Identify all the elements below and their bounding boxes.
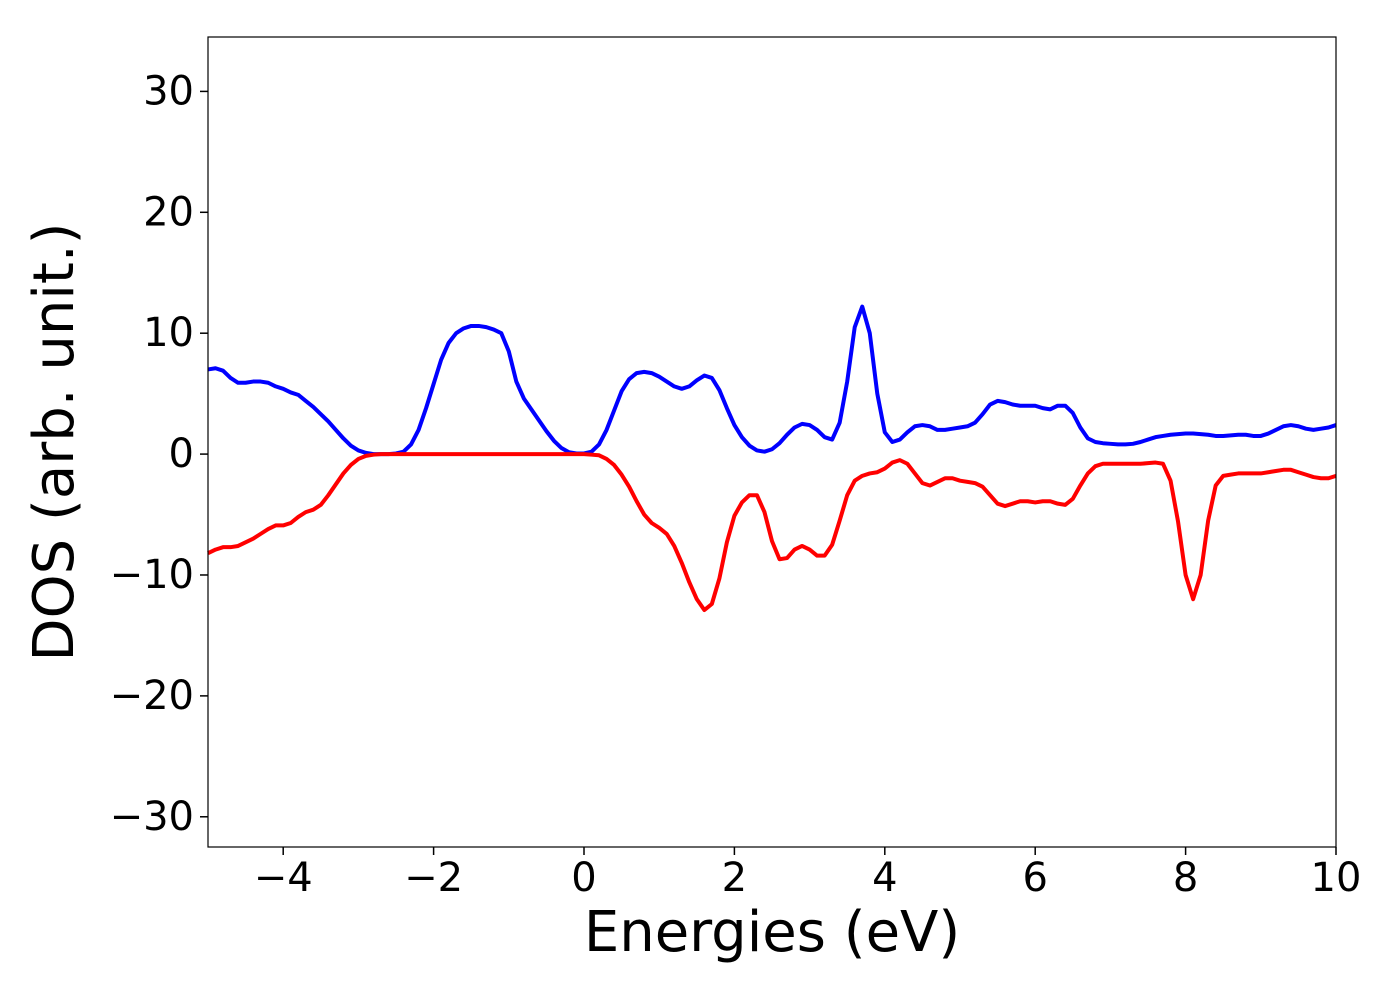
x-tick-label: 2 [722, 855, 747, 901]
plot-frame [207, 36, 1337, 848]
y-tick-label: 20 [143, 189, 194, 235]
y-tick-label: −10 [110, 552, 194, 598]
series-line [207, 304, 1337, 457]
series-line [207, 452, 1337, 613]
y-tick-label: 10 [143, 310, 194, 356]
x-tick-label: −2 [404, 855, 463, 901]
x-tick-label: 10 [1311, 855, 1362, 901]
y-tick-label: −30 [110, 794, 194, 840]
x-tick-label: 0 [571, 855, 596, 901]
y-axis-label: DOS (arb. unit.) [22, 222, 87, 661]
x-tick-label: 4 [872, 855, 897, 901]
y-tick-label: −20 [110, 673, 194, 719]
x-tick-label: −4 [254, 855, 313, 901]
y-tick-label: 0 [169, 431, 194, 477]
y-tick-label: 30 [143, 68, 194, 114]
x-tick-label: 6 [1022, 855, 1047, 901]
x-axis-label: Energies (eV) [584, 900, 960, 965]
x-tick-label: 8 [1173, 855, 1198, 901]
